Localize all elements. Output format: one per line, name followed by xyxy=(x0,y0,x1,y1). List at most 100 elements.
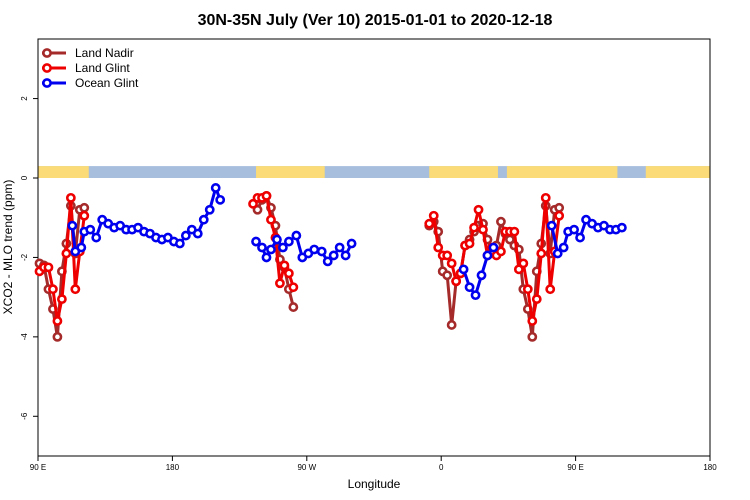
data-point xyxy=(446,258,457,269)
data-point xyxy=(340,250,351,261)
data-point xyxy=(552,248,563,259)
data-point xyxy=(527,331,538,342)
land-strip-segment xyxy=(506,166,618,178)
data-point xyxy=(283,268,294,279)
data-point xyxy=(488,242,499,253)
data-point xyxy=(180,230,191,241)
data-point xyxy=(464,238,475,249)
data-point xyxy=(546,220,557,231)
data-point xyxy=(442,270,453,281)
data-point xyxy=(509,226,520,237)
data-point xyxy=(288,282,299,293)
data-point xyxy=(56,294,67,305)
data-point xyxy=(458,264,469,275)
data-point xyxy=(76,242,87,253)
data-point xyxy=(334,242,345,253)
data-point xyxy=(518,258,529,269)
data-point xyxy=(251,236,261,247)
data-point xyxy=(192,228,203,239)
data-point xyxy=(428,210,439,221)
data-point xyxy=(43,262,54,273)
data-point xyxy=(482,250,493,261)
data-point xyxy=(279,260,290,271)
x-axis: 90 E 180 90 W 0 90 E 180 xyxy=(30,456,717,472)
data-point xyxy=(575,232,585,243)
land-ocean-strip xyxy=(38,166,710,178)
data-point xyxy=(531,294,542,305)
legend-label: Land Nadir xyxy=(75,46,134,60)
data-point xyxy=(288,302,299,312)
data-point xyxy=(291,230,302,241)
data-point xyxy=(198,214,209,225)
data-point xyxy=(346,238,357,249)
data-point xyxy=(85,224,96,235)
x-tick-label: 90 E xyxy=(30,463,46,472)
data-point xyxy=(478,224,488,235)
data-point xyxy=(558,242,569,253)
data-point xyxy=(52,331,63,342)
data-point xyxy=(70,284,81,295)
y-tick-label: -4 xyxy=(20,333,29,341)
data-point xyxy=(473,204,484,215)
chart-title: 30N-35N July (Ver 10) 2015-01-01 to 2020… xyxy=(198,12,553,29)
legend-swatch-marker xyxy=(42,78,52,88)
ocean-strip xyxy=(38,166,710,178)
data-point xyxy=(248,198,258,209)
data-point xyxy=(616,222,627,233)
data-point xyxy=(545,284,556,295)
x-tick-label: 180 xyxy=(166,463,180,472)
x-tick-label: 0 xyxy=(439,463,444,472)
data-point xyxy=(536,248,547,259)
data-point xyxy=(210,183,221,193)
land-strip-segment xyxy=(645,166,710,178)
data-point xyxy=(328,250,339,261)
land-strip-segment xyxy=(38,166,89,178)
series-land-glint xyxy=(34,190,565,326)
x-tick-label: 180 xyxy=(703,463,717,472)
x-tick-label: 90 W xyxy=(297,463,316,472)
legend-swatch-marker xyxy=(42,63,52,73)
data-point xyxy=(266,244,276,255)
y-axis: 2 0 -2 -4 -6 xyxy=(20,96,38,420)
x-axis-label: Longitude xyxy=(348,477,401,491)
y-axis-label: XCO2 - MLO trend (ppm) xyxy=(1,180,15,315)
data-point xyxy=(513,264,524,275)
x-tick-label: 90 E xyxy=(567,463,583,472)
data-point xyxy=(48,284,58,295)
data-point xyxy=(65,192,76,203)
data-point xyxy=(446,320,457,330)
y-tick-label: -2 xyxy=(20,253,29,261)
data-point xyxy=(424,218,435,229)
data-point xyxy=(257,242,267,253)
data-point xyxy=(174,238,185,249)
land-strip-segment xyxy=(256,166,325,178)
data-point xyxy=(266,214,276,225)
legend-swatch-marker xyxy=(42,48,52,58)
data-point xyxy=(204,204,215,215)
data-point xyxy=(469,222,479,233)
data-point xyxy=(252,204,263,215)
data-point xyxy=(470,290,481,301)
land-strip-segment xyxy=(429,166,498,178)
data-point xyxy=(569,224,580,235)
y-tick-label: -6 xyxy=(20,412,29,420)
y-tick-label: 0 xyxy=(20,175,29,180)
data-point xyxy=(464,282,475,293)
data-point xyxy=(261,252,272,263)
data-point xyxy=(554,210,565,221)
series-layer xyxy=(34,183,627,342)
data-point xyxy=(275,278,285,289)
data-point xyxy=(442,250,453,261)
data-point xyxy=(272,234,282,245)
series-ocean-glint xyxy=(67,183,627,301)
data-point xyxy=(522,284,533,295)
data-point xyxy=(283,236,294,247)
data-point xyxy=(496,246,506,257)
data-point xyxy=(322,256,333,267)
legend-label: Land Glint xyxy=(75,61,130,75)
data-point xyxy=(496,216,506,227)
y-tick-label: 2 xyxy=(20,96,29,101)
data-point xyxy=(451,276,462,287)
